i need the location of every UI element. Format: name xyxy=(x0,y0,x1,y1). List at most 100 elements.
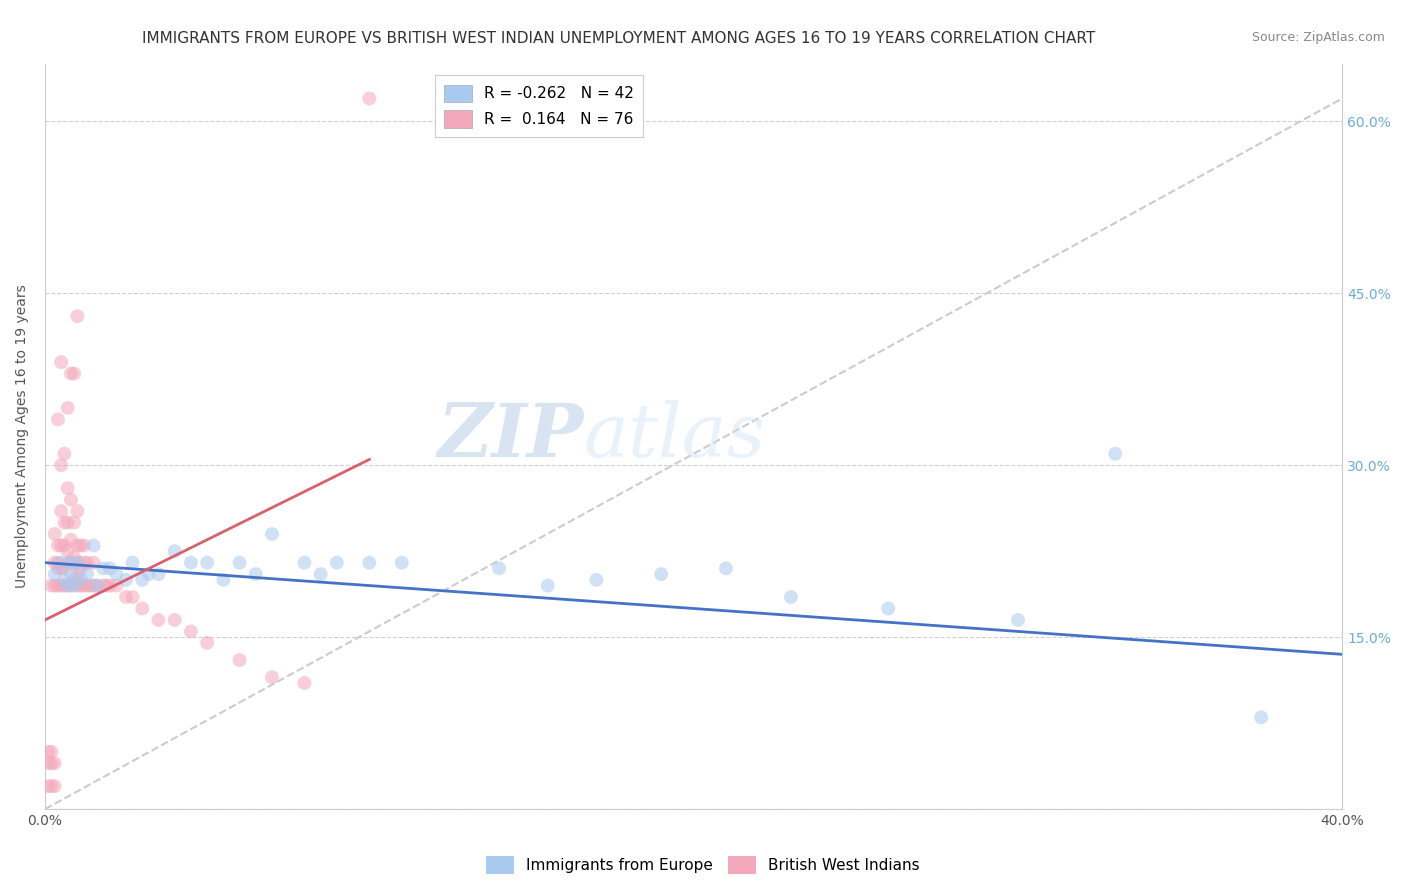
Y-axis label: Unemployment Among Ages 16 to 19 years: Unemployment Among Ages 16 to 19 years xyxy=(15,285,30,589)
Point xyxy=(56,544,79,558)
Point xyxy=(148,613,170,627)
Point xyxy=(83,538,105,552)
Text: atlas: atlas xyxy=(583,401,765,473)
Point xyxy=(73,538,96,552)
Point xyxy=(37,779,59,793)
Point xyxy=(53,578,76,592)
Point xyxy=(93,578,115,592)
Point xyxy=(63,367,86,381)
Point xyxy=(46,561,69,575)
Point xyxy=(115,590,138,604)
Point xyxy=(66,504,89,518)
Point xyxy=(260,527,283,541)
Point xyxy=(41,745,63,759)
Point xyxy=(76,578,98,592)
Point xyxy=(488,561,510,575)
Point xyxy=(98,578,121,592)
Point xyxy=(1007,613,1029,627)
Point xyxy=(260,670,283,684)
Point xyxy=(51,538,73,552)
Point xyxy=(66,310,89,324)
Point xyxy=(163,544,186,558)
Point xyxy=(44,527,66,541)
Point xyxy=(53,447,76,461)
Point xyxy=(59,533,82,547)
Point xyxy=(86,578,108,592)
Point xyxy=(46,556,69,570)
Point xyxy=(51,556,73,570)
Point xyxy=(180,624,202,639)
Point xyxy=(121,556,143,570)
Point xyxy=(63,549,86,564)
Point xyxy=(51,504,73,518)
Point xyxy=(96,578,118,592)
Legend: Immigrants from Europe, British West Indians: Immigrants from Europe, British West Ind… xyxy=(481,850,925,880)
Point xyxy=(73,578,96,592)
Point xyxy=(93,561,115,575)
Point xyxy=(714,561,737,575)
Point xyxy=(180,556,202,570)
Point xyxy=(41,779,63,793)
Point xyxy=(53,516,76,530)
Point xyxy=(105,578,128,592)
Point xyxy=(309,567,332,582)
Point xyxy=(105,567,128,582)
Text: Source: ZipAtlas.com: Source: ZipAtlas.com xyxy=(1251,31,1385,45)
Point xyxy=(37,756,59,771)
Point xyxy=(53,538,76,552)
Point xyxy=(51,561,73,575)
Point xyxy=(44,578,66,592)
Point xyxy=(46,412,69,426)
Point xyxy=(66,556,89,570)
Point xyxy=(359,556,381,570)
Point xyxy=(41,756,63,771)
Point xyxy=(56,401,79,415)
Point xyxy=(73,556,96,570)
Point xyxy=(44,556,66,570)
Point xyxy=(138,567,160,582)
Point xyxy=(63,578,86,592)
Point xyxy=(56,578,79,592)
Point xyxy=(195,556,218,570)
Point xyxy=(66,556,89,570)
Point xyxy=(59,367,82,381)
Point xyxy=(228,556,250,570)
Point xyxy=(585,573,607,587)
Point xyxy=(69,573,91,587)
Point xyxy=(56,516,79,530)
Point xyxy=(163,613,186,627)
Point xyxy=(63,573,86,587)
Point xyxy=(44,779,66,793)
Point xyxy=(69,561,91,575)
Point xyxy=(56,578,79,592)
Point xyxy=(877,601,900,615)
Point xyxy=(63,516,86,530)
Point xyxy=(59,556,82,570)
Point xyxy=(115,573,138,587)
Point xyxy=(66,578,89,592)
Point xyxy=(79,578,101,592)
Point xyxy=(59,567,82,582)
Point xyxy=(66,567,89,582)
Point xyxy=(46,538,69,552)
Point xyxy=(76,556,98,570)
Point xyxy=(195,636,218,650)
Point xyxy=(44,567,66,582)
Point xyxy=(76,567,98,582)
Point xyxy=(148,567,170,582)
Point xyxy=(51,578,73,592)
Point xyxy=(212,573,235,587)
Point xyxy=(53,561,76,575)
Point xyxy=(359,91,381,105)
Point xyxy=(391,556,413,570)
Point xyxy=(83,578,105,592)
Point xyxy=(326,556,349,570)
Point xyxy=(294,676,316,690)
Point xyxy=(1250,710,1272,724)
Point xyxy=(66,538,89,552)
Point xyxy=(41,578,63,592)
Text: IMMIGRANTS FROM EUROPE VS BRITISH WEST INDIAN UNEMPLOYMENT AMONG AGES 16 TO 19 Y: IMMIGRANTS FROM EUROPE VS BRITISH WEST I… xyxy=(142,31,1095,46)
Point xyxy=(51,355,73,369)
Point xyxy=(98,561,121,575)
Point xyxy=(59,578,82,592)
